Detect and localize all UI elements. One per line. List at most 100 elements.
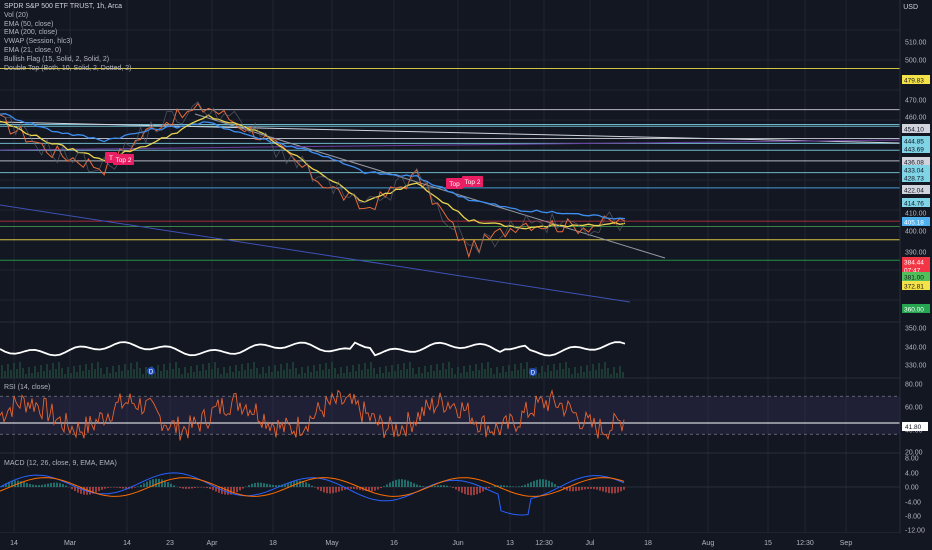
- rsi-pane-label[interactable]: RSI (14, close): [4, 384, 51, 391]
- price-level-label: 422.04: [904, 188, 924, 195]
- price-level-tag: [902, 281, 930, 290]
- macd-axis-tick: 8.00: [905, 456, 919, 463]
- price-level-label: 360.00: [904, 307, 924, 314]
- price-axis-tick: 460.00: [905, 115, 927, 122]
- time-axis-label: 18: [269, 540, 277, 547]
- time-axis-label: 13: [506, 540, 514, 547]
- price-level-tag: [902, 257, 930, 266]
- event-marker-label: D: [149, 370, 154, 376]
- price-level-label: 443.69: [904, 147, 924, 154]
- macd-signal-line: [0, 477, 625, 497]
- price-level-label: 07:47: [904, 268, 921, 275]
- price-axis-tick: 400.00: [905, 229, 927, 236]
- price-level-label: 454.10: [904, 127, 924, 134]
- annotation-text: Top: [449, 181, 460, 188]
- price-level-tag: [902, 136, 930, 145]
- time-axis-label: 18: [644, 540, 652, 547]
- time-axis-label: May: [325, 540, 339, 547]
- price-level-label: 381.00: [904, 275, 924, 282]
- price-level-label: 414.76: [904, 201, 924, 208]
- rsi-line: [0, 389, 625, 441]
- indicator-vol[interactable]: Vol (20): [4, 11, 29, 19]
- macd-line: [0, 472, 625, 516]
- price-axis-tick: 510.00: [905, 40, 927, 47]
- trendline-upper: [0, 121, 901, 144]
- price-axis-tick: 470.00: [905, 98, 927, 105]
- time-axis-label: 15: [764, 540, 772, 547]
- price-axis-tick: 350.00: [905, 326, 927, 333]
- time-axis-label: Jul: [586, 540, 595, 547]
- indicator-vwap[interactable]: VWAP (Session, hlc3): [4, 38, 73, 46]
- time-axis-label: 14: [123, 540, 131, 547]
- time-axis-label: 14: [10, 540, 18, 547]
- trendline-lower: [0, 204, 631, 303]
- price-level-tag: [902, 304, 930, 313]
- price-level-label: 405.18: [904, 220, 924, 227]
- price-level-tag: [902, 272, 930, 281]
- indicator-ema-50[interactable]: EMA (50, close): [4, 20, 54, 28]
- time-axis-label: Jun: [452, 540, 463, 547]
- price-axis-tick: 390.00: [905, 250, 927, 257]
- macd-axis-tick: -8.00: [905, 514, 921, 521]
- time-axis-label: Aug: [702, 540, 715, 547]
- price-level-tag: [902, 198, 930, 207]
- trendline-purple: [0, 139, 901, 151]
- annotation-box: [113, 154, 134, 165]
- price-level-label: 444.85: [904, 139, 924, 146]
- price-level-tag: [902, 173, 930, 182]
- price-level-tag: [902, 157, 930, 166]
- currency-label: USD: [903, 4, 918, 11]
- price-level-label: 479.83: [904, 78, 924, 85]
- rsi-axis-tick: 20.00: [905, 450, 923, 457]
- price-level-tag: [902, 265, 930, 274]
- indicator-bullish-flag[interactable]: Bullish Flag (15, Solid, 2, Solid, 2): [4, 55, 110, 63]
- time-axis-label: Apr: [207, 540, 219, 547]
- macd-axis-tick: 0.00: [905, 485, 919, 492]
- rsi-current-tag: [902, 422, 928, 431]
- price-axis-tick: 330.00: [905, 363, 927, 370]
- annotation-box: [462, 176, 483, 187]
- price-level-label: 436.08: [904, 160, 924, 167]
- price-level-label: 428.73: [904, 176, 924, 183]
- annotation-box: [446, 178, 463, 189]
- price-axis-tick: 340.00: [905, 345, 927, 352]
- time-axis-label: Mar: [64, 540, 77, 547]
- rsi-axis-tick: 80.00: [905, 382, 923, 389]
- rsi-axis-tick: 60.00: [905, 405, 923, 412]
- rsi-current-label: 41.80: [905, 424, 922, 431]
- indicator-double-top[interactable]: Double Top (Both, 10, Solid, 2, Dotted, …: [4, 64, 132, 72]
- price-level-label: 372.81: [904, 284, 924, 291]
- price-axis-tick: 500.00: [905, 58, 927, 65]
- time-axis-label: 23: [166, 540, 174, 547]
- candles: [0, 101, 626, 255]
- macd-pane-label[interactable]: MACD (12, 26, close, 9, EMA, EMA): [4, 460, 117, 467]
- rsi-band: [0, 396, 900, 435]
- event-marker-icon: [529, 368, 537, 376]
- macd-axis-tick: -12.00: [905, 528, 925, 535]
- chart-legend: SPDR S&P 500 ETF TRUST, 1h, Arca Vol (20…: [4, 3, 132, 73]
- symbol-title[interactable]: SPDR S&P 500 ETF TRUST, 1h, Arca: [4, 3, 123, 10]
- indicator-ema-200[interactable]: EMA (200, close): [4, 29, 58, 37]
- time-axis-label: Sep: [840, 540, 853, 547]
- macd-axis-tick: 4.00: [905, 471, 919, 478]
- price-level-tag: [902, 165, 930, 174]
- vwap-volume-line: [0, 341, 626, 357]
- price-level-tag: [902, 75, 930, 84]
- annotation-text: Top 2: [465, 179, 481, 186]
- price-level-tag: [902, 217, 930, 226]
- price-series: [0, 102, 626, 259]
- time-axis-label: 12:30: [535, 540, 553, 547]
- time-axis-label: 12:30: [796, 540, 814, 547]
- ema-200-series: [0, 113, 626, 220]
- event-marker-icon: [147, 367, 155, 375]
- price-level-tag: [902, 124, 930, 133]
- price-level-tag: [902, 144, 930, 153]
- price-level-label: 433.04: [904, 168, 924, 175]
- time-axis-label: 16: [390, 540, 398, 547]
- annotation-text: T: [109, 155, 113, 162]
- time-axis-bg: [0, 533, 932, 550]
- price-level-label: 384.44: [904, 260, 924, 267]
- event-marker-label: D: [531, 371, 536, 377]
- indicator-ema-21[interactable]: EMA (21, close, 0): [4, 46, 62, 54]
